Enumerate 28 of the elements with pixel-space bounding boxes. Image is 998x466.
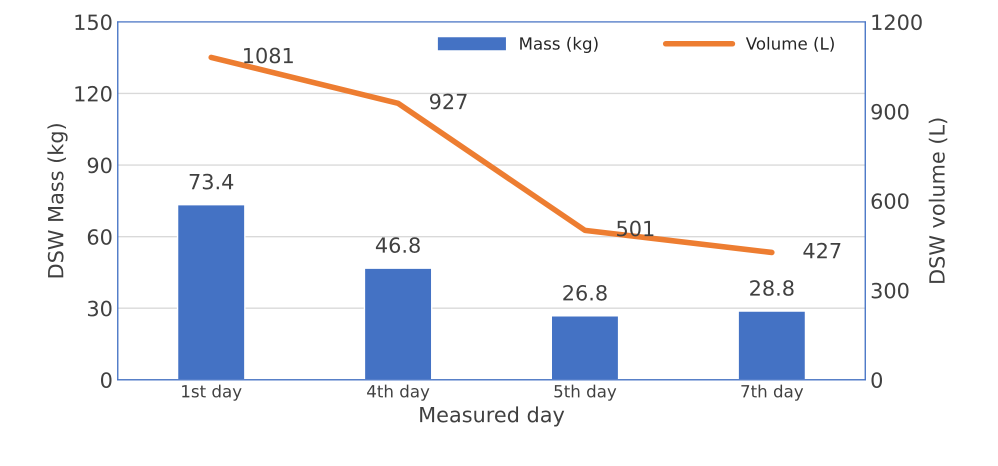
- x-tick-label: 5th day: [554, 384, 616, 401]
- data-label: 73.4: [190, 174, 234, 190]
- data-label: 46.8: [376, 237, 420, 253]
- y2-tick-label: 0: [872, 372, 882, 388]
- y-axis-title: DSW Mass (kg): [47, 124, 68, 278]
- y-tick-label: 120: [75, 86, 112, 102]
- x-tick-label: 1st day: [182, 384, 242, 401]
- y2-tick-label: 1200: [872, 14, 922, 30]
- y-tick-label: 0: [101, 372, 112, 388]
- data-label: 501: [617, 220, 654, 236]
- y-tick-label: 90: [88, 158, 112, 174]
- x-axis-title: Measured day: [420, 406, 564, 426]
- legend-label: Volume (L): [746, 36, 834, 52]
- y-tick-label: 60: [88, 229, 112, 245]
- data-label: 1081: [244, 48, 293, 64]
- data-label: 927: [430, 94, 467, 110]
- y2-tick-label: 900: [871, 104, 909, 120]
- y2-tick-label: 600: [872, 193, 909, 210]
- y2-axis-title: DSW volume (L): [928, 118, 948, 283]
- y-tick-label: 30: [88, 300, 112, 316]
- y-tick-label: 150: [75, 14, 112, 30]
- x-tick-label: 4th day: [367, 384, 430, 401]
- y2-tick-label: 300: [872, 282, 909, 299]
- x-tick-label: 7th day: [741, 384, 804, 401]
- data-label: 28.8: [750, 280, 794, 296]
- legend-label: Mass (kg): [520, 36, 598, 54]
- data-label: 427: [803, 242, 840, 258]
- data-label: 26.8: [563, 284, 607, 301]
